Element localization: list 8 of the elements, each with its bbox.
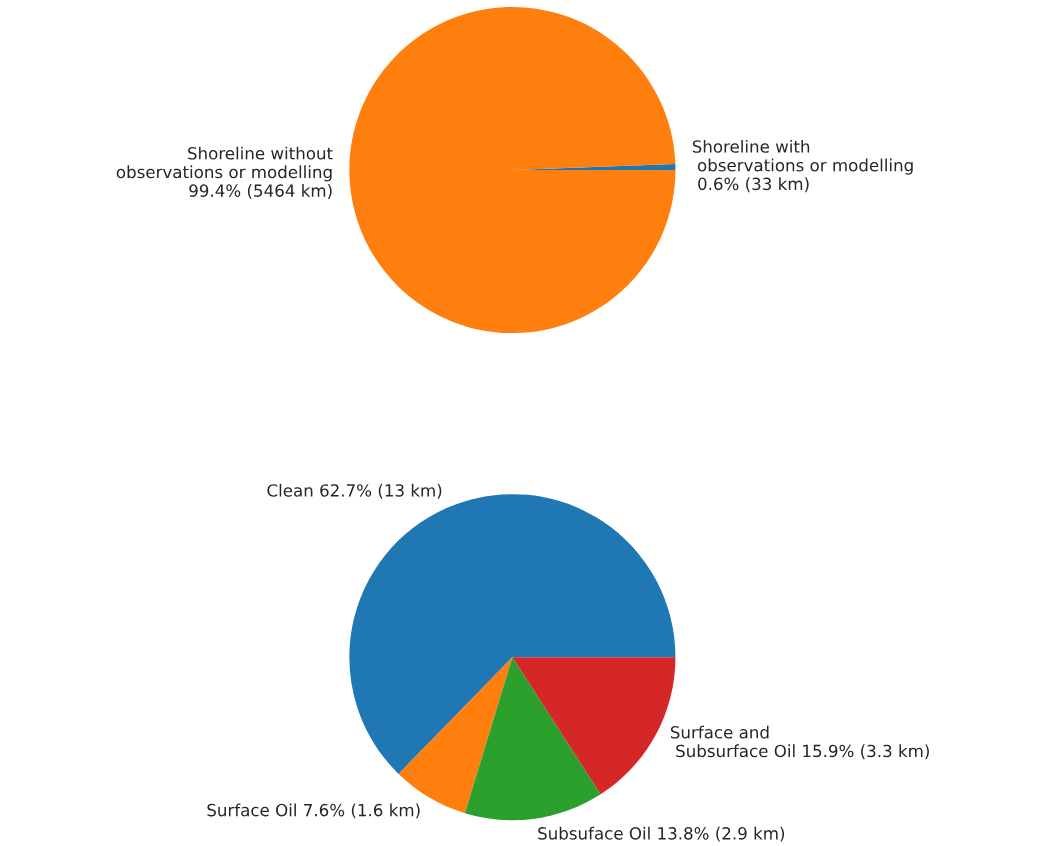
pie-slice [464, 657, 601, 821]
slice-label: Shoreline without observations or modelling 99.4% (5464 km) [116, 146, 333, 199]
slice-label: Subsuface Oil 13.8% (2.9 km) [538, 826, 785, 842]
slice-label: Clean 62.7% (13 km) [267, 483, 442, 499]
pie-slice [349, 7, 676, 334]
slice-label: Surface Oil 7.6% (1.6 km) [207, 803, 420, 819]
slice-label: Shoreline with observations or modelling 0.6% (33 km) [692, 139, 913, 193]
slice-label: Surface and Subsurface Oil 15.9% (3.3 km) [670, 725, 929, 760]
